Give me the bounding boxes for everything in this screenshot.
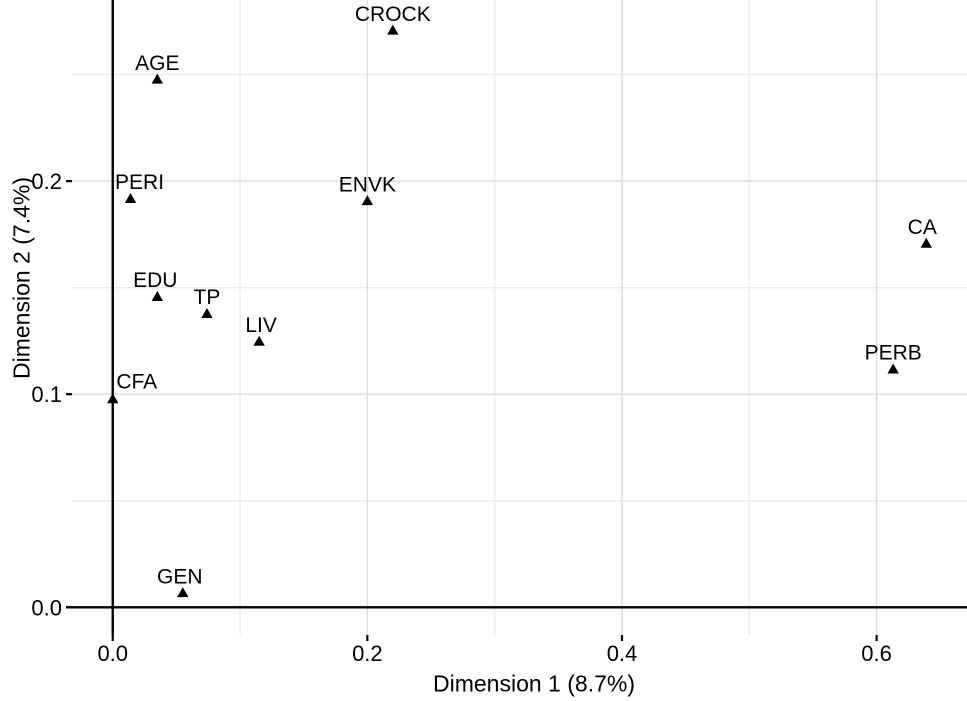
point-tp: TP (194, 286, 221, 319)
point-edu: EDU (133, 269, 177, 301)
point-ca: CA (908, 216, 937, 248)
y-axis-title: Dimension 2 (7.4%) (8, 177, 35, 379)
x-axis-title: Dimension 1 (8.7%) (433, 670, 635, 697)
point-label-tp: TP (194, 286, 221, 309)
triangle-up-marker (107, 393, 119, 404)
point-label-crock: CROCK (355, 3, 431, 26)
point-label-gen: GEN (157, 565, 203, 588)
y-tick-label: 0.1 (31, 382, 62, 407)
point-perb: PERB (865, 342, 922, 374)
point-label-liv: LIV (245, 314, 277, 337)
triangle-up-marker (151, 73, 163, 84)
point-cfa: CFA (107, 370, 157, 404)
point-label-perb: PERB (865, 342, 922, 365)
point-label-edu: EDU (133, 269, 177, 292)
triangle-up-marker (920, 237, 932, 248)
point-crock: CROCK (355, 3, 431, 35)
triangle-up-marker (151, 290, 163, 301)
point-envk: ENVK (339, 173, 396, 206)
point-label-age: AGE (135, 52, 179, 75)
point-age: AGE (135, 52, 179, 84)
triangle-up-marker (887, 363, 899, 374)
x-tick-label: 0.0 (97, 641, 128, 666)
y-tick-label: 0.2 (31, 169, 62, 194)
triangle-up-marker (177, 587, 189, 598)
point-peri: PERI (115, 171, 164, 203)
point-liv: LIV (245, 314, 277, 346)
point-label-peri: PERI (115, 171, 164, 194)
y-tick-label: 0.0 (31, 595, 62, 620)
triangle-up-marker (361, 195, 374, 206)
triangle-up-marker (253, 335, 265, 346)
x-tick-label: 0.6 (861, 641, 892, 666)
triangle-up-marker (201, 308, 213, 319)
point-label-cfa: CFA (116, 370, 157, 393)
point-label-envk: ENVK (339, 173, 396, 196)
triangle-up-marker (387, 24, 399, 35)
point-gen: GEN (157, 565, 203, 598)
x-tick-label: 0.4 (607, 641, 638, 666)
point-label-ca: CA (908, 216, 937, 239)
x-tick-label: 0.2 (352, 641, 383, 666)
triangle-up-marker (124, 192, 137, 203)
